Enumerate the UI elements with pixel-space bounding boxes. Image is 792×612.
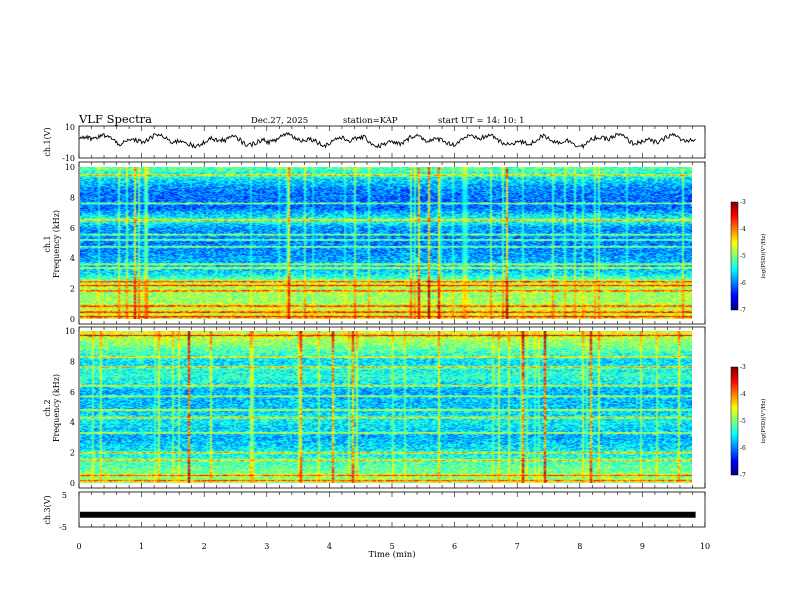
start-time-label: start UT = 14: 10: 1 (438, 116, 525, 126)
time-axis-ticks: 0 1 2 3 4 5 6 7 8 9 10 (76, 542, 710, 551)
ch1-tick-marks (78, 126, 706, 158)
ch2-spectrogram-ylabel-channel: ch.2 (43, 399, 52, 416)
time-tick: 2 (202, 542, 207, 551)
ch1-colorbar-label: log(PSD)(V²/Hz) (760, 234, 767, 279)
ch2-spectrogram-panel: 0 2 4 6 8 10 ch.2 Frequency (kHz) -3 -4 … (43, 326, 767, 489)
ch3-tick-marks (78, 492, 706, 527)
ch2-spectrogram-ylabel-frequency: Frequency (kHz) (52, 374, 61, 442)
ch1-ytick-bottom: -10 (62, 154, 75, 163)
time-tick: 5 (389, 542, 394, 551)
ch2-colorbar-tick: -6 (740, 445, 746, 452)
time-tick: 4 (327, 542, 332, 551)
ch1-waveform-panel: 10 -10 ch.1(V) (43, 123, 706, 163)
ch1-colorbar-tick: -3 (740, 199, 746, 206)
ch2-colorbar-label: log(PSD)(V²/Hz) (760, 399, 767, 444)
time-tick: 10 (700, 542, 710, 551)
ch2-colorbar-tick: -7 (740, 472, 746, 479)
ch2-spectrogram-image (80, 331, 692, 483)
time-tick: 1 (139, 542, 144, 551)
ch2-colorbar (731, 367, 738, 475)
ch2-freq-tick: 0 (70, 479, 75, 488)
ch1-colorbar-tick: -4 (740, 226, 746, 233)
ch2-spectrogram-ticks (78, 327, 706, 488)
ch2-colorbar-tick: -3 (740, 364, 746, 371)
ch2-freq-tick: 2 (70, 449, 75, 458)
time-tick: 7 (515, 542, 520, 551)
ch1-spectrogram-yticks: 0 2 4 6 8 10 (65, 163, 75, 324)
ch1-spectrogram-ylabel-channel: ch.1 (43, 235, 52, 252)
ch3-waveform-panel: 5 -5 ch.3(V) (43, 491, 706, 532)
ch1-waveform-line (78, 132, 696, 150)
time-tick: 0 (76, 542, 81, 551)
ch2-colorbar-ticks: -3 -4 -5 -6 -7 (740, 364, 746, 479)
ch3-waveform-frame (78, 491, 706, 528)
ch1-spectrogram-ylabel-frequency: Frequency (kHz) (52, 210, 61, 278)
ch3-ytick-bottom: -5 (59, 523, 67, 532)
ch1-ytick-top: 10 (65, 123, 75, 132)
ch1-freq-tick: 4 (70, 254, 75, 263)
ch1-colorbar (731, 202, 738, 310)
date-label: Dec.27, 2025 (251, 116, 308, 126)
ch2-colorbar-frame (730, 366, 739, 476)
time-axis-label: Time (min) (368, 549, 415, 560)
chart-title: VLF Spectra (78, 112, 152, 126)
ch3-ytick-top: 5 (62, 491, 67, 500)
ch1-spectrogram-panel: 0 2 4 6 8 10 ch.1 Frequency (kHz) -3 -4 … (43, 161, 767, 325)
time-tick: 8 (577, 542, 582, 551)
ch1-freq-tick: 0 (70, 315, 75, 324)
ch1-freq-tick: 6 (70, 224, 75, 233)
ch2-colorbar-tick: -4 (740, 391, 746, 398)
ch1-colorbar-ticks: -3 -4 -5 -6 -7 (740, 199, 746, 314)
ch1-spectrogram-image (80, 167, 692, 319)
ch1-colorbar-frame (730, 201, 739, 311)
ch3-waveform-ylabel: ch.3(V) (43, 495, 52, 524)
ch1-spectrogram-ticks (78, 162, 706, 324)
ch2-colorbar-tick: -5 (740, 418, 746, 425)
ch2-freq-tick: 6 (70, 388, 75, 397)
ch2-freq-tick: 4 (70, 418, 75, 427)
station-label: station=KAP (343, 116, 398, 126)
ch2-freq-tick: 10 (65, 327, 75, 336)
ch1-freq-tick: 8 (70, 193, 75, 202)
ch1-waveform-ylabel: ch.1(V) (43, 127, 52, 156)
time-tick: 9 (640, 542, 645, 551)
ch2-spectrogram-yticks: 0 2 4 6 8 10 (65, 327, 75, 488)
ch1-colorbar-tick: -5 (740, 253, 746, 260)
ch1-colorbar-tick: -7 (740, 307, 746, 314)
ch1-freq-tick: 2 (70, 285, 75, 294)
ch2-freq-tick: 8 (70, 357, 75, 366)
time-tick: 3 (264, 542, 269, 551)
time-tick: 6 (452, 542, 457, 551)
ch1-colorbar-tick: -6 (740, 280, 746, 287)
ch1-freq-tick: 10 (65, 163, 75, 172)
